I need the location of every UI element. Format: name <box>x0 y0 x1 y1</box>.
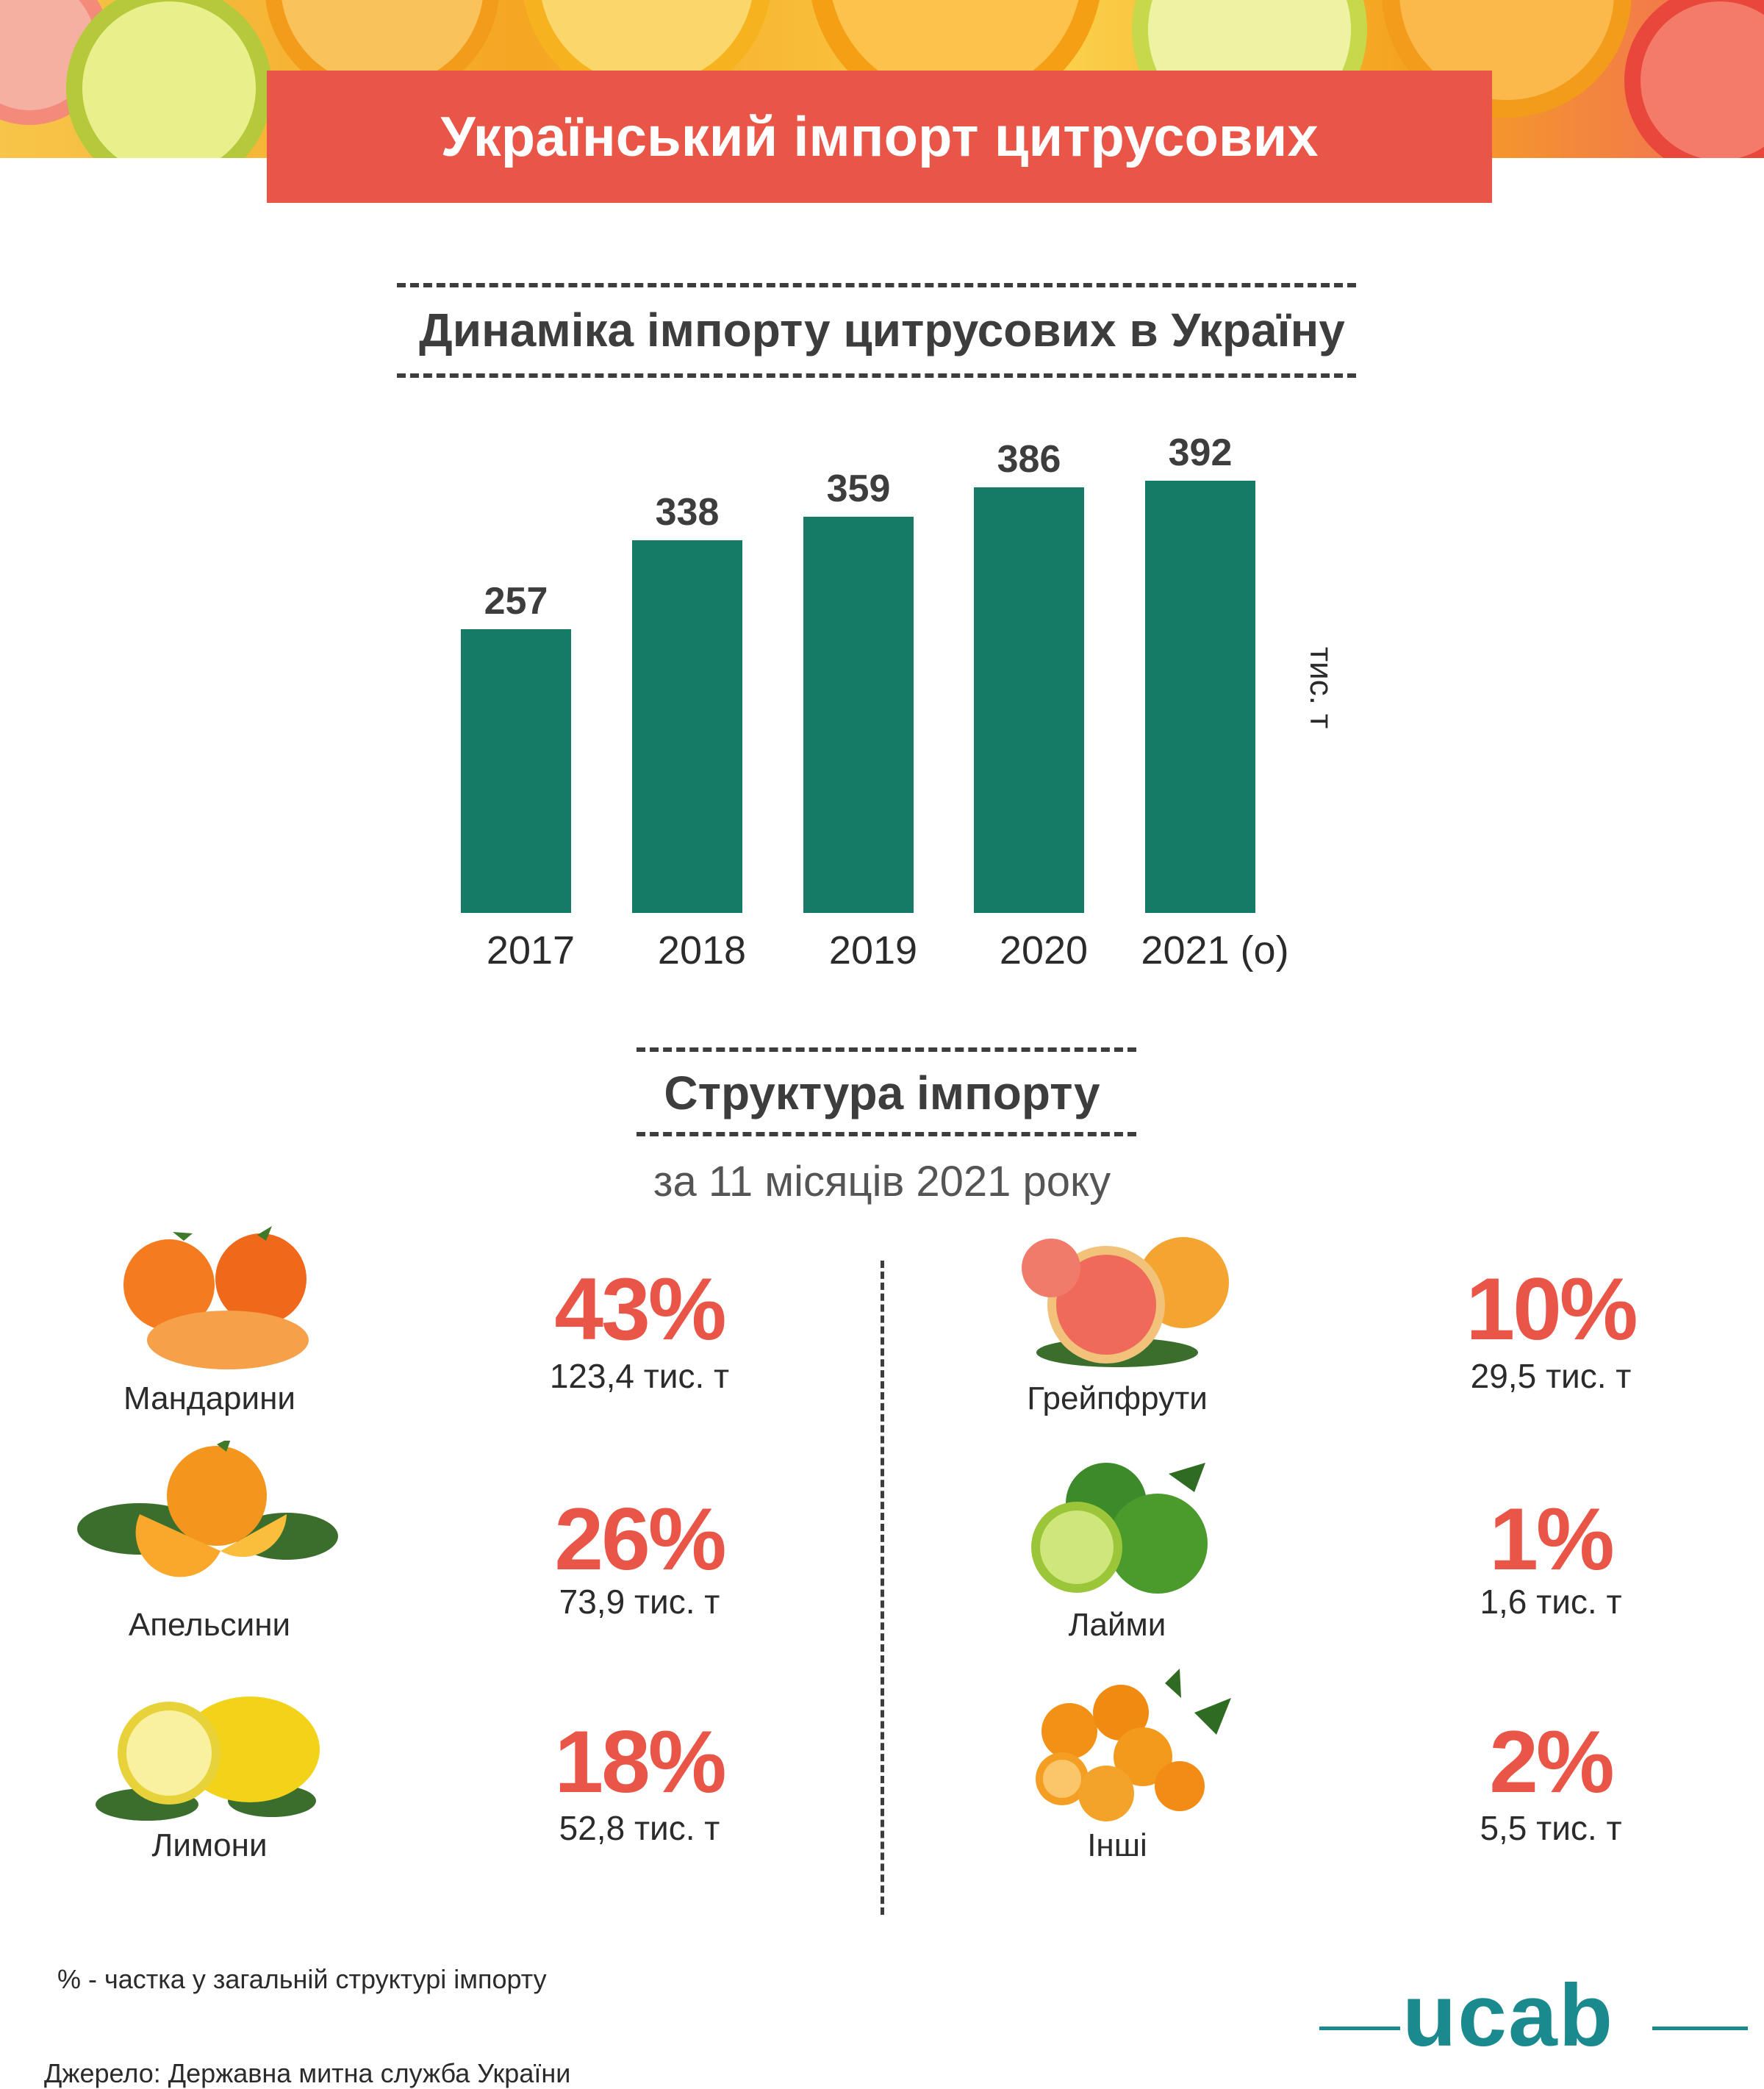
amount-oranges: 73,9 тис. т <box>559 1583 720 1621</box>
orange-icon <box>74 1437 338 1591</box>
y-axis-unit-label: тис. т <box>1303 647 1339 729</box>
bar-value-label: 257 <box>484 580 548 623</box>
x-tick-label: 2020 <box>999 928 1089 972</box>
x-tick-label: 2018 <box>657 928 747 972</box>
amount-others: 5,5 тис. т <box>1480 1809 1622 1847</box>
source-note: Джерело: Державна митна служба України <box>44 2058 571 2088</box>
fruit-label-limes: Лайми <box>1068 1607 1166 1643</box>
bar-2020 <box>974 487 1084 913</box>
x-tick-label: 2021 (о) <box>1141 928 1289 972</box>
section1-top-divider <box>397 283 1356 287</box>
bar-2021 <box>1145 481 1255 913</box>
x-tick-label: 2019 <box>828 928 918 972</box>
section2-subtitle: за 11 місяців 2021 року <box>653 1158 1111 1205</box>
column-divider <box>881 1261 884 1915</box>
grapefruit-icon <box>1014 1235 1235 1370</box>
lime-icon <box>1022 1459 1220 1602</box>
percent-mandarins: 43% <box>554 1260 726 1358</box>
fruit-label-lemons: Лимони <box>151 1827 268 1863</box>
percent-limes: 1% <box>1489 1490 1614 1588</box>
bar-value-label: 392 <box>1168 431 1233 474</box>
footnote: % - частка у загальній структурі імпорту <box>57 1964 547 1994</box>
page-title: Український імпорт цитрусових <box>440 105 1319 168</box>
section1-title: Динаміка імпорту цитрусових в Україну <box>419 304 1345 356</box>
bar-value-label: 338 <box>655 491 720 534</box>
amount-grapefruits: 29,5 тис. т <box>1470 1357 1632 1395</box>
section2-top-divider <box>637 1047 1136 1052</box>
tangerine-icon <box>103 1226 323 1376</box>
lemon-icon <box>88 1683 331 1826</box>
bar-2017 <box>461 629 571 913</box>
percent-oranges: 26% <box>554 1490 726 1588</box>
ucab-logo: ucab <box>1402 1966 1615 2065</box>
title-banner: Український імпорт цитрусових <box>267 71 1492 203</box>
percent-grapefruits: 10% <box>1466 1260 1638 1358</box>
section2-bottom-divider <box>637 1132 1136 1136</box>
amount-lemons: 52,8 тис. т <box>559 1809 720 1847</box>
logo-right-rule <box>1652 2027 1748 2030</box>
bar-value-label: 359 <box>826 467 891 510</box>
bar-value-label: 386 <box>997 438 1061 481</box>
amount-mandarins: 123,4 тис. т <box>549 1357 730 1395</box>
percent-others: 2% <box>1489 1713 1614 1811</box>
section2-title: Структура імпорту <box>664 1067 1100 1119</box>
percent-lemons: 18% <box>554 1713 726 1811</box>
kumquat-icon <box>1018 1669 1238 1833</box>
section1-bottom-divider <box>397 373 1356 378</box>
fruit-label-oranges: Апельсини <box>128 1607 291 1643</box>
fruit-label-others: Інші <box>1087 1827 1147 1863</box>
x-tick-label: 2017 <box>486 928 576 972</box>
logo-left-rule <box>1319 2027 1400 2030</box>
amount-limes: 1,6 тис. т <box>1480 1583 1622 1621</box>
fruit-label-mandarins: Мандарини <box>123 1380 295 1416</box>
bar-2018 <box>632 540 742 913</box>
fruit-label-grapefruits: Грейпфрути <box>1027 1380 1208 1416</box>
bar-2019 <box>803 517 914 913</box>
